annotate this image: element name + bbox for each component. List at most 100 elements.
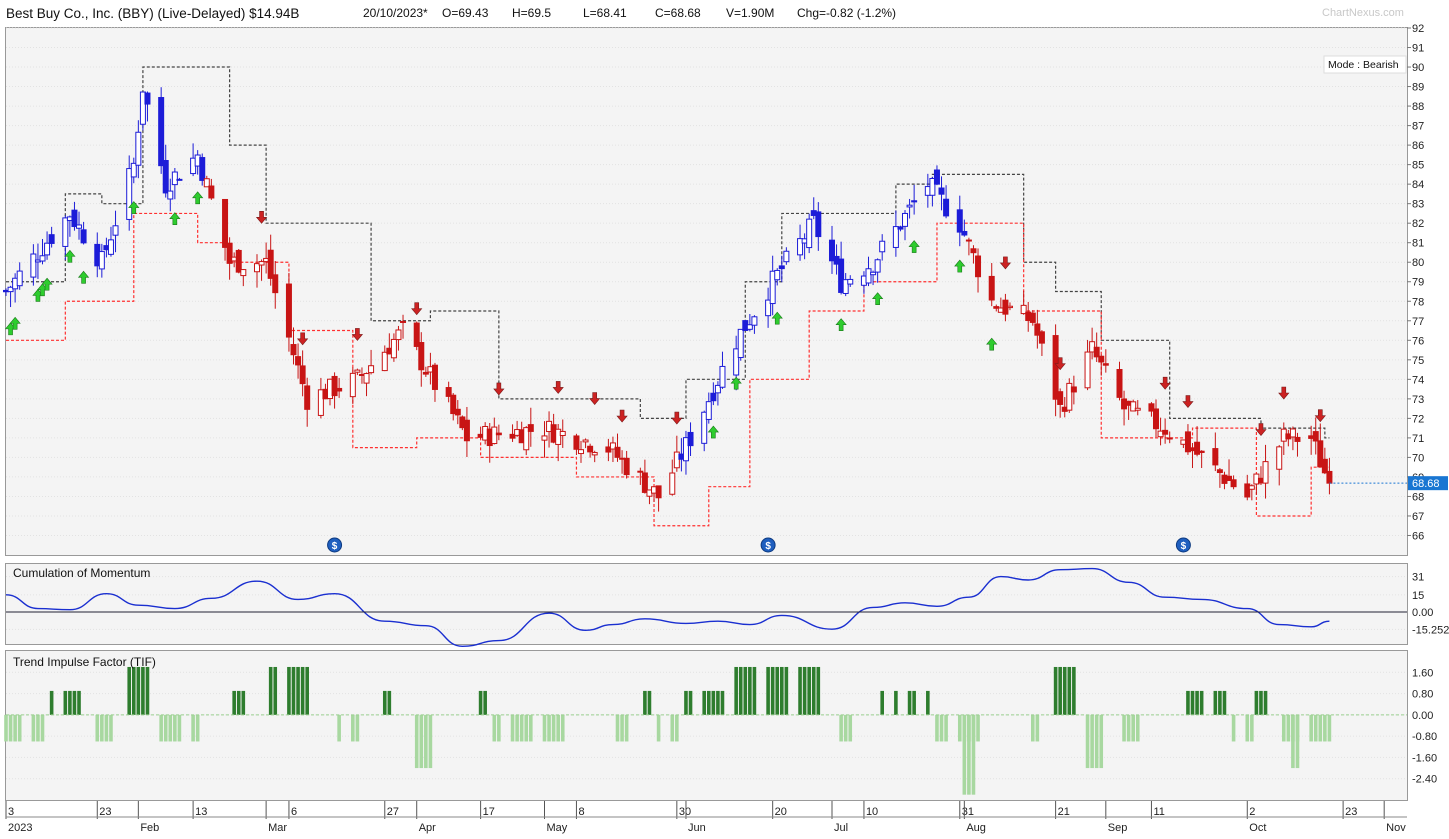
axes: 6667686970717273747576777879808182838485… (5, 23, 1449, 834)
tif-bar (77, 690, 81, 715)
candle-body (135, 131, 142, 166)
candle-body (961, 230, 968, 236)
candle-body (363, 373, 370, 384)
tif-bar (36, 714, 40, 742)
candle-body (1162, 429, 1169, 435)
candle-body (911, 200, 918, 203)
price-tick-label: 84 (1412, 179, 1424, 191)
tif-bar (1222, 690, 1227, 715)
tif-bar (1058, 666, 1062, 715)
candle-body (107, 239, 114, 255)
tif-bar (492, 714, 497, 742)
candle-body (1194, 441, 1201, 455)
candle-body (16, 270, 23, 287)
tif-bar (519, 714, 524, 742)
candle-body (1006, 305, 1013, 309)
tif-bar (688, 690, 693, 715)
candle-body (272, 274, 279, 294)
tif-bar (1199, 690, 1204, 715)
x-tick-day-label: 23 (99, 806, 111, 818)
x-tick-month-label: 2023 (8, 822, 32, 834)
candle-body (1034, 323, 1041, 336)
watermark: ChartNexus.com (1322, 7, 1404, 19)
momentum-panel-frame (5, 563, 1408, 645)
tif-bar (1035, 714, 1040, 742)
candle-body (838, 258, 845, 293)
tif-bar (296, 666, 300, 715)
candle-body (1212, 448, 1219, 466)
tif-bar (141, 666, 145, 715)
candle-body (1066, 382, 1073, 411)
tif-bar (1309, 714, 1313, 742)
tif-bar (195, 714, 200, 742)
candle-body (769, 270, 776, 305)
candle-body (1057, 391, 1064, 405)
candle-body (76, 224, 83, 229)
tif-bar (173, 714, 177, 742)
tif-bar (63, 690, 68, 715)
tif-bar (670, 714, 675, 742)
x-tick-day-label: 8 (578, 806, 584, 818)
candle-body (870, 271, 877, 276)
price-tick-label: 68 (1412, 491, 1424, 503)
candle-body (235, 249, 242, 273)
tif-bar (547, 714, 551, 742)
tif-bar (770, 666, 775, 715)
tif-bar (529, 714, 533, 742)
tif-bar (95, 714, 100, 742)
candle-body (1038, 331, 1045, 344)
candle-body (491, 426, 498, 445)
price-tick-label: 76 (1412, 335, 1424, 347)
tif-bar (1281, 714, 1286, 742)
tif-bar (615, 714, 620, 742)
x-tick-month-label: Feb (140, 822, 159, 834)
sell-arrow (1314, 409, 1326, 423)
tif-bar (802, 666, 807, 715)
candle-body (815, 211, 822, 238)
tif-bar (1313, 714, 1318, 742)
candle-body (176, 178, 183, 181)
x-tick-day-label: 3 (8, 806, 14, 818)
candle-body (892, 226, 899, 248)
tif-bar (1085, 714, 1090, 769)
sell-arrow (493, 382, 505, 396)
price-tick-label: 92 (1412, 23, 1424, 35)
price-tick-label: 90 (1412, 62, 1424, 74)
tif-bar (784, 666, 789, 715)
close-readout: C=68.68 (655, 6, 701, 20)
tif-bar (1195, 690, 1199, 715)
candle-body (1216, 469, 1223, 474)
tif-bar (68, 690, 72, 715)
buy-arrow (986, 337, 998, 351)
candle-body (842, 279, 849, 294)
candle-body (445, 387, 452, 397)
buy-arrow (41, 277, 53, 291)
tif-bar (483, 690, 487, 715)
candle-body (299, 365, 306, 385)
price-tick-label: 80 (1412, 257, 1424, 269)
x-tick-day-label: 11 (1153, 806, 1164, 818)
buy-arrow (954, 259, 966, 273)
lower-stop-line (6, 212, 1330, 527)
tif-bar (72, 690, 77, 715)
tif-bar (675, 714, 679, 742)
tif-bar (478, 690, 483, 715)
tif-bar (1291, 714, 1295, 769)
tif-bar (1213, 690, 1218, 715)
momentum-series (5, 567, 1330, 647)
high-readout: H=69.5 (512, 6, 552, 20)
sell-arrow (589, 392, 601, 406)
tif-bar (720, 690, 725, 715)
tif-bar (127, 666, 132, 715)
sell-arrow (1182, 395, 1194, 409)
candle-body (130, 162, 137, 178)
price-tick-label: 87 (1412, 121, 1424, 133)
sell-arrow (616, 409, 628, 423)
buy-arrow (128, 201, 140, 214)
candles (3, 87, 1333, 512)
tif-bar (159, 714, 163, 742)
x-tick-month-label: Apr (419, 822, 436, 834)
price-tick-label: 73 (1412, 394, 1424, 406)
